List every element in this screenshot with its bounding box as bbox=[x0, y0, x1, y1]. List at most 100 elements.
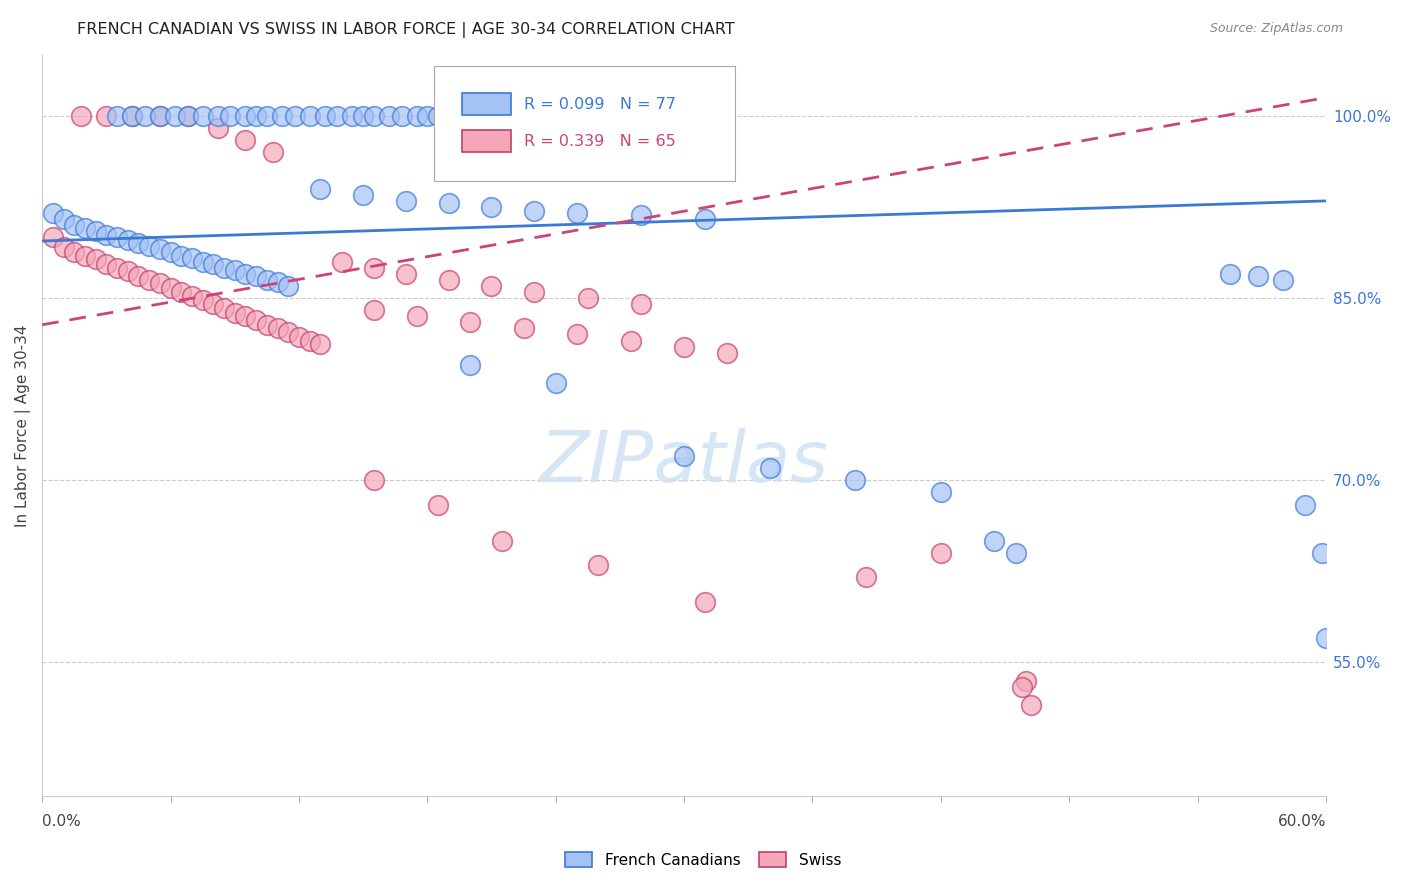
Point bbox=[159, 244, 181, 259]
Point bbox=[127, 269, 149, 284]
Point bbox=[191, 293, 214, 308]
Point bbox=[314, 109, 336, 123]
Point bbox=[149, 109, 172, 123]
Point bbox=[565, 327, 588, 342]
FancyBboxPatch shape bbox=[463, 93, 510, 115]
Point bbox=[159, 281, 181, 295]
Point bbox=[405, 310, 427, 324]
Point bbox=[1004, 546, 1026, 560]
Point bbox=[284, 109, 307, 123]
FancyBboxPatch shape bbox=[463, 130, 510, 153]
Point bbox=[363, 109, 385, 123]
Point bbox=[1015, 673, 1038, 688]
Point bbox=[191, 254, 214, 268]
Point bbox=[458, 315, 481, 329]
Point bbox=[266, 321, 288, 335]
Point bbox=[395, 194, 418, 208]
Legend: French Canadians, Swiss: French Canadians, Swiss bbox=[558, 846, 848, 873]
Point bbox=[176, 109, 198, 123]
Point bbox=[1310, 546, 1333, 560]
Point bbox=[180, 251, 202, 265]
Point bbox=[391, 109, 413, 123]
Point bbox=[235, 133, 257, 147]
Point bbox=[245, 109, 267, 123]
Point bbox=[63, 218, 86, 232]
Point bbox=[73, 248, 96, 262]
Point bbox=[224, 305, 246, 319]
Point bbox=[523, 285, 546, 299]
Point bbox=[673, 449, 696, 463]
Point bbox=[191, 109, 214, 123]
Point bbox=[149, 243, 172, 257]
Text: R = 0.099   N = 77: R = 0.099 N = 77 bbox=[523, 96, 676, 112]
Point bbox=[277, 279, 299, 293]
Y-axis label: In Labor Force | Age 30-34: In Labor Force | Age 30-34 bbox=[15, 325, 31, 527]
Point bbox=[266, 275, 288, 289]
Point bbox=[695, 595, 717, 609]
Point bbox=[245, 313, 267, 327]
Text: Source: ZipAtlas.com: Source: ZipAtlas.com bbox=[1209, 22, 1343, 36]
Point bbox=[298, 334, 321, 348]
Point bbox=[180, 288, 202, 302]
Point bbox=[149, 109, 172, 123]
Point bbox=[73, 220, 96, 235]
Point bbox=[235, 267, 257, 281]
Point bbox=[121, 109, 143, 123]
Point bbox=[481, 200, 503, 214]
Point bbox=[427, 109, 450, 123]
Point bbox=[176, 109, 198, 123]
Point bbox=[458, 358, 481, 372]
Text: ZIPatlas: ZIPatlas bbox=[540, 428, 828, 497]
Point bbox=[565, 206, 588, 220]
Point bbox=[202, 297, 225, 311]
Point bbox=[363, 303, 385, 318]
Point bbox=[117, 264, 139, 278]
Point bbox=[212, 260, 235, 275]
Point bbox=[52, 212, 75, 227]
Point bbox=[695, 212, 717, 227]
Point bbox=[491, 533, 513, 548]
Point bbox=[256, 273, 278, 287]
Point bbox=[363, 260, 385, 275]
Point bbox=[96, 227, 118, 242]
Text: 60.0%: 60.0% bbox=[1278, 814, 1326, 830]
Point bbox=[309, 182, 332, 196]
Point bbox=[84, 252, 107, 267]
Point bbox=[207, 121, 229, 136]
Point bbox=[544, 376, 567, 390]
Point bbox=[309, 337, 332, 351]
Point bbox=[405, 109, 427, 123]
Point bbox=[224, 263, 246, 277]
Point bbox=[96, 257, 118, 271]
Text: FRENCH CANADIAN VS SWISS IN LABOR FORCE | AGE 30-34 CORRELATION CHART: FRENCH CANADIAN VS SWISS IN LABOR FORCE … bbox=[77, 22, 735, 38]
Point bbox=[427, 498, 450, 512]
Point bbox=[673, 340, 696, 354]
Point bbox=[288, 330, 311, 344]
Point bbox=[352, 187, 374, 202]
Text: 0.0%: 0.0% bbox=[42, 814, 82, 830]
Point bbox=[758, 461, 780, 475]
Point bbox=[481, 279, 503, 293]
Point bbox=[395, 267, 418, 281]
Point bbox=[270, 109, 292, 123]
Point bbox=[630, 209, 652, 223]
Point bbox=[63, 244, 86, 259]
Point bbox=[212, 301, 235, 315]
Point bbox=[127, 236, 149, 251]
Point bbox=[855, 570, 877, 584]
Point bbox=[298, 109, 321, 123]
Point bbox=[170, 248, 193, 262]
Point bbox=[277, 325, 299, 339]
Point bbox=[330, 254, 353, 268]
Point bbox=[256, 109, 278, 123]
Point bbox=[42, 206, 65, 220]
Point bbox=[1294, 498, 1316, 512]
Point bbox=[105, 109, 128, 123]
Point bbox=[523, 203, 546, 218]
Point bbox=[437, 273, 460, 287]
Point bbox=[1272, 273, 1295, 287]
Point bbox=[170, 285, 193, 299]
Point bbox=[844, 473, 866, 487]
Point bbox=[202, 257, 225, 271]
Point bbox=[512, 321, 534, 335]
